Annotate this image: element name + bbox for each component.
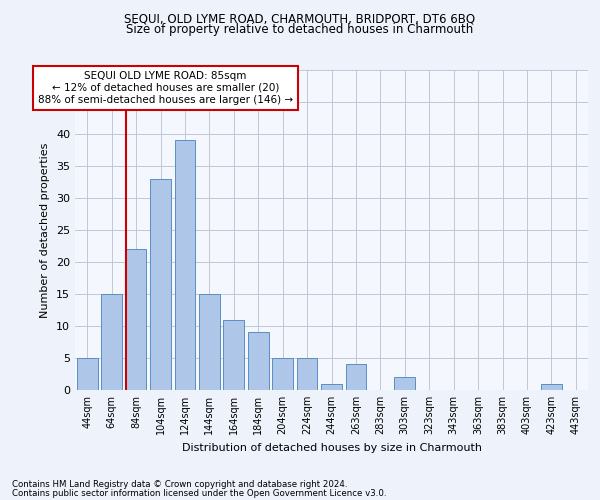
Bar xyxy=(296,358,317,390)
Bar xyxy=(101,294,122,390)
Bar xyxy=(223,320,244,390)
Bar xyxy=(346,364,367,390)
Text: SEQUI OLD LYME ROAD: 85sqm
← 12% of detached houses are smaller (20)
88% of semi: SEQUI OLD LYME ROAD: 85sqm ← 12% of deta… xyxy=(38,72,293,104)
X-axis label: Distribution of detached houses by size in Charmouth: Distribution of detached houses by size … xyxy=(182,442,482,452)
Bar xyxy=(248,332,269,390)
Bar xyxy=(175,140,196,390)
Bar xyxy=(321,384,342,390)
Bar xyxy=(199,294,220,390)
Text: Contains public sector information licensed under the Open Government Licence v3: Contains public sector information licen… xyxy=(12,488,386,498)
Bar xyxy=(77,358,98,390)
Bar xyxy=(125,249,146,390)
Bar xyxy=(272,358,293,390)
Text: Contains HM Land Registry data © Crown copyright and database right 2024.: Contains HM Land Registry data © Crown c… xyxy=(12,480,347,489)
Bar xyxy=(394,377,415,390)
Y-axis label: Number of detached properties: Number of detached properties xyxy=(40,142,50,318)
Bar xyxy=(150,179,171,390)
Text: Size of property relative to detached houses in Charmouth: Size of property relative to detached ho… xyxy=(127,22,473,36)
Text: SEQUI, OLD LYME ROAD, CHARMOUTH, BRIDPORT, DT6 6BQ: SEQUI, OLD LYME ROAD, CHARMOUTH, BRIDPOR… xyxy=(124,12,476,26)
Bar xyxy=(541,384,562,390)
